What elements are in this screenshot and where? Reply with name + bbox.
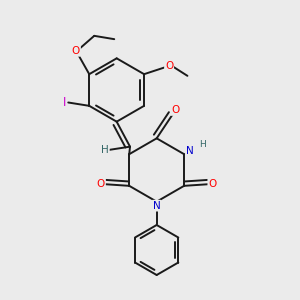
Text: N: N bbox=[153, 201, 160, 211]
Text: N: N bbox=[186, 146, 194, 156]
Text: H: H bbox=[199, 140, 206, 149]
Text: O: O bbox=[97, 179, 105, 189]
Text: O: O bbox=[208, 179, 217, 189]
Text: O: O bbox=[171, 105, 179, 115]
Text: I: I bbox=[63, 96, 66, 109]
Text: O: O bbox=[165, 61, 173, 71]
Text: O: O bbox=[72, 46, 80, 56]
Text: H: H bbox=[101, 145, 109, 155]
